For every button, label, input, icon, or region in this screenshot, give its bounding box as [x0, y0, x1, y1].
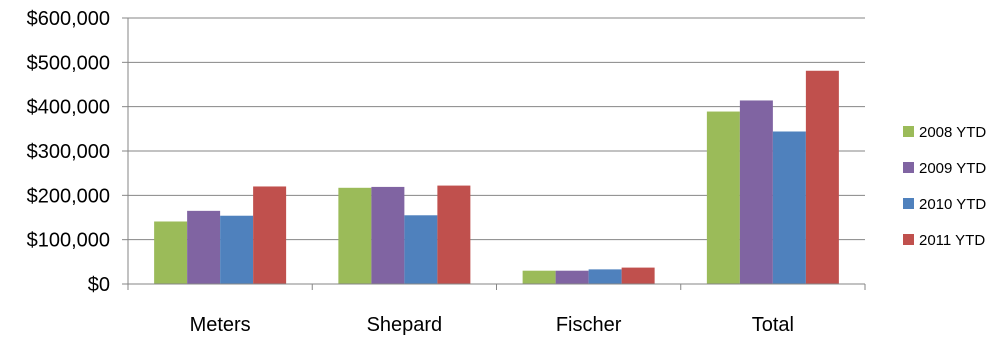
legend-swatch — [903, 162, 914, 173]
bar — [154, 221, 188, 284]
bar — [220, 215, 254, 284]
legend: 2008 YTD 2009 YTD 2010 YTD 2011 YTD — [903, 124, 986, 249]
bar — [588, 269, 622, 284]
bar — [338, 187, 372, 284]
legend-swatch — [903, 126, 914, 137]
y-tick-label: $300,000 — [27, 141, 110, 163]
bar — [253, 186, 287, 284]
y-tick-label: $200,000 — [27, 185, 110, 207]
y-tick-label: $600,000 — [27, 8, 110, 30]
legend-label: 2011 YTD — [919, 232, 985, 249]
bar — [437, 185, 471, 284]
y-axis-ticks: $0 $100,000 $200,000 $300,000 $400,000 $500,0… — [27, 8, 128, 296]
bar — [706, 111, 740, 284]
y-tick-label: $500,000 — [27, 52, 110, 74]
bar — [371, 186, 405, 284]
x-axis-labels: Meters Shepard Fischer Total — [190, 314, 794, 336]
legend-label: 2008 YTD — [919, 124, 986, 141]
bar — [404, 215, 438, 284]
y-tick-label: $0 — [88, 274, 110, 296]
x-tick-label: Fischer — [556, 314, 622, 336]
legend-label: 2009 YTD — [919, 160, 986, 177]
bar — [621, 267, 655, 284]
bar — [522, 270, 556, 284]
legend-swatch — [903, 234, 914, 245]
bars — [154, 70, 839, 285]
bar — [187, 210, 221, 284]
x-tick-label: Total — [752, 314, 794, 336]
bar — [772, 131, 806, 284]
y-tick-label: $400,000 — [27, 97, 110, 119]
axes — [127, 18, 866, 290]
bar — [739, 100, 773, 285]
y-tick-label: $100,000 — [27, 230, 110, 252]
x-tick-label: Meters — [190, 314, 251, 336]
x-tick-label: Shepard — [367, 314, 443, 336]
legend-label: 2010 YTD — [919, 196, 986, 213]
legend-swatch — [903, 198, 914, 209]
bar — [555, 270, 589, 284]
bar — [805, 70, 839, 284]
